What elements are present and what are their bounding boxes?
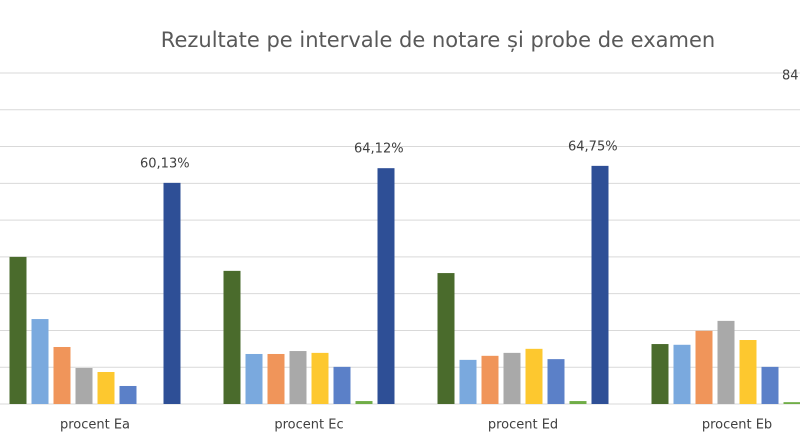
x-tick-label: procent Ea — [60, 418, 130, 433]
bar — [525, 348, 543, 404]
bar — [311, 352, 329, 404]
data-label: 84 — [782, 69, 799, 84]
bar — [569, 401, 587, 404]
bar — [245, 353, 263, 404]
bar — [75, 367, 93, 404]
bar — [761, 366, 779, 404]
data-label: 64,12% — [354, 142, 404, 157]
bar — [695, 330, 713, 404]
bar — [267, 353, 285, 404]
bar — [31, 319, 49, 404]
bar — [355, 401, 373, 404]
bar — [503, 352, 521, 404]
bar — [119, 385, 137, 404]
bar — [651, 344, 669, 404]
bar — [437, 273, 455, 404]
bar — [289, 351, 307, 404]
bar — [783, 402, 800, 404]
bar — [717, 320, 735, 404]
chart-title: Rezultate pe intervale de notare și prob… — [161, 28, 715, 52]
bar — [163, 182, 181, 404]
bar — [223, 270, 241, 404]
bar — [481, 355, 499, 404]
bar — [739, 340, 757, 404]
bar — [459, 359, 477, 404]
bar — [9, 256, 27, 404]
bar — [97, 372, 115, 404]
x-tick-label: procent Ed — [488, 418, 558, 433]
bar — [333, 366, 351, 404]
bar — [591, 165, 609, 404]
bar — [377, 168, 395, 404]
data-label: 64,75% — [568, 139, 618, 154]
x-tick-label: procent Eb — [702, 418, 772, 433]
bar — [53, 346, 71, 404]
x-tick-label: procent Ec — [274, 418, 343, 433]
bar — [673, 344, 691, 404]
data-label: 60,13% — [140, 156, 190, 171]
bar — [547, 359, 565, 404]
